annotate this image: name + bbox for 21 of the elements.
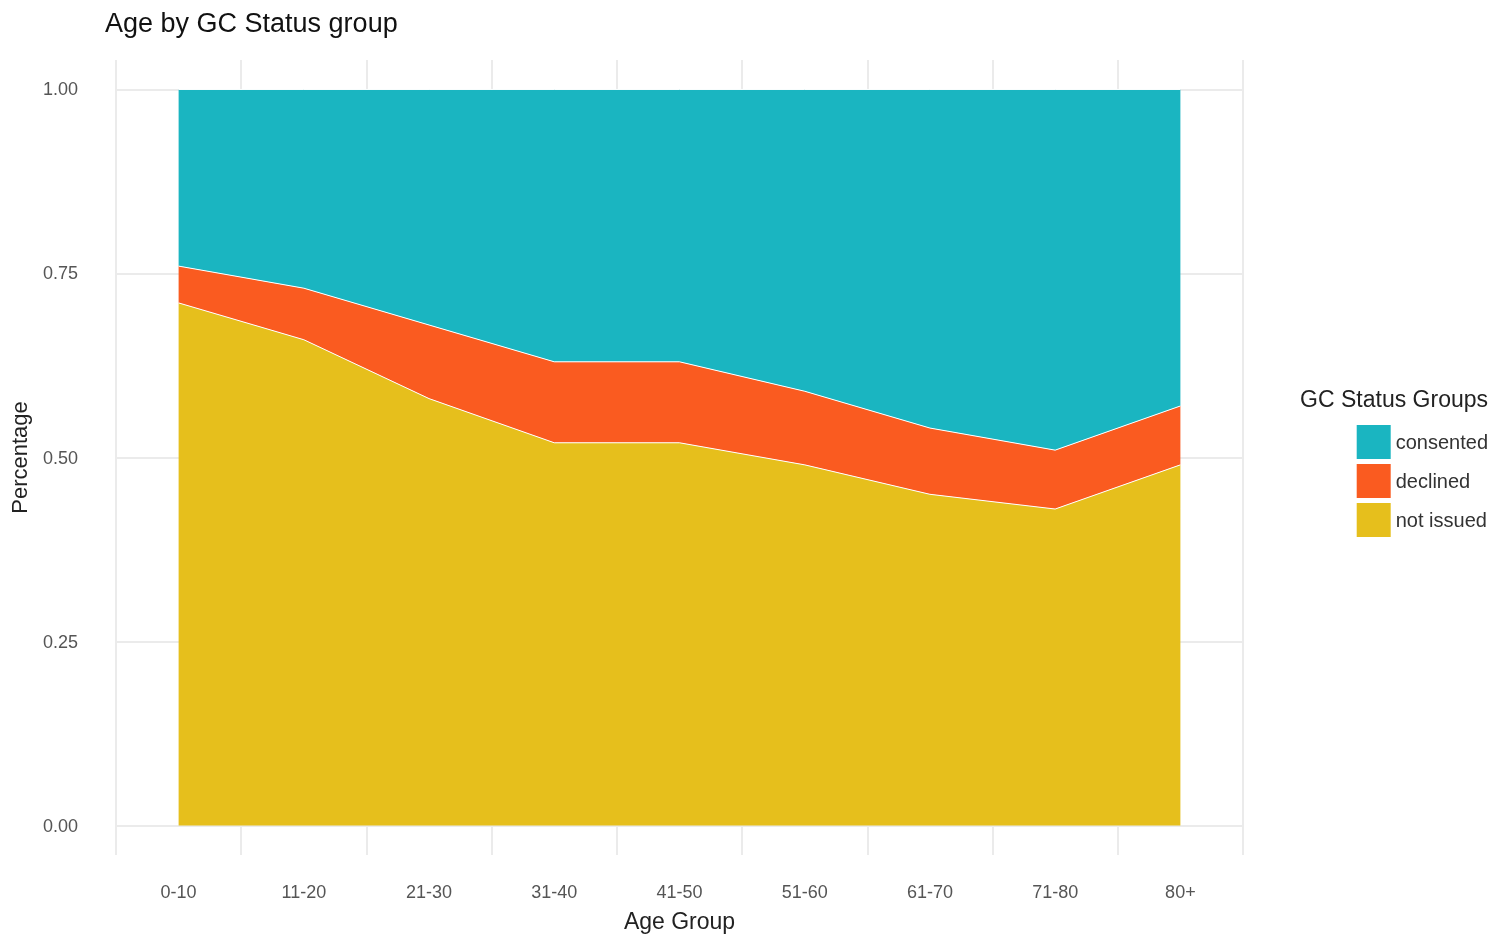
x-tick-label: 71-80 [1032, 882, 1079, 902]
y-tick-label: 1.00 [42, 79, 78, 100]
x-tick-label: 51-60 [781, 882, 828, 902]
chart-title: Age by GC Status group [105, 7, 398, 38]
y-axis-title: Percentage [6, 401, 32, 514]
legend-label: consented [1395, 431, 1488, 453]
legend-title: GC Status Groups [1300, 385, 1489, 412]
x-tick-label: 41-50 [656, 882, 703, 902]
x-tick-label: 61-70 [906, 882, 953, 902]
y-tick-label: 0.50 [42, 447, 78, 468]
x-tick-label: 80+ [1165, 882, 1196, 902]
x-tick-label: 11-20 [281, 882, 327, 902]
y-tick-label: 0.00 [42, 815, 78, 836]
legend-label: not issued [1395, 509, 1487, 531]
x-tick-label: 31-40 [531, 882, 578, 902]
legend-label: declined [1395, 470, 1471, 492]
x-tick-label: 21-30 [406, 882, 453, 902]
y-tick-label: 0.25 [42, 631, 78, 652]
x-tick-label: 0-10 [160, 882, 197, 902]
x-axis-title: Age Group [623, 907, 736, 934]
y-tick-label: 0.75 [42, 263, 78, 284]
